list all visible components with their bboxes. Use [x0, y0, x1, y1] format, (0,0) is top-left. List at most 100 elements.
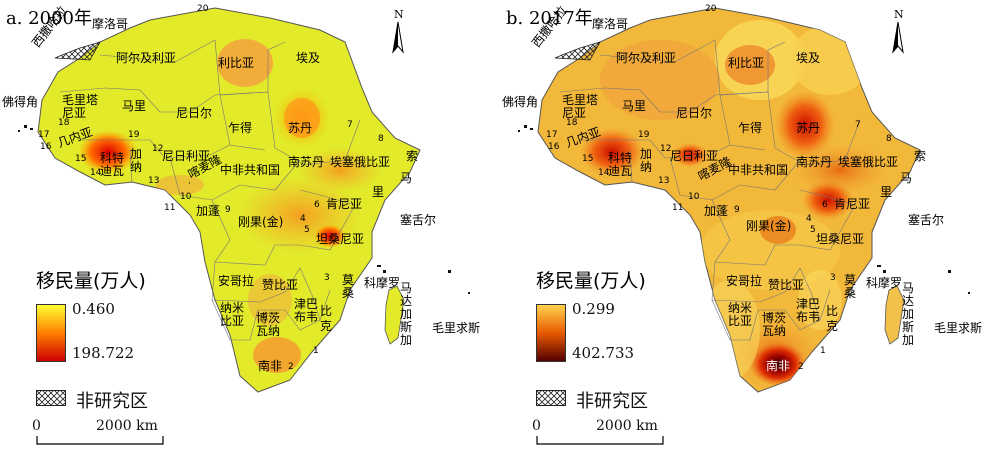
- num-12: 12: [152, 144, 164, 154]
- scale-bar: [536, 436, 664, 445]
- num-2: 2: [288, 362, 294, 372]
- num-3: 3: [324, 273, 330, 283]
- label-sudan: 苏丹: [288, 121, 313, 135]
- num-13: 13: [148, 176, 160, 186]
- map-panel-2017: b. 2017年 N 摩洛哥 西撒哈拉 阿尔及利亚 利比亚 埃及 佛得角 毛里塔…: [500, 0, 1000, 464]
- label-seychelles: 塞舌尔: [908, 213, 945, 227]
- label-south-africa: 南非: [258, 359, 283, 373]
- label-tanzania: 坦桑尼亚: [316, 232, 365, 246]
- label-mali: 马里: [122, 99, 147, 113]
- africa-map-2017: [518, 7, 970, 393]
- label-namibia: 纳米比亚: [728, 301, 753, 328]
- num-6: 6: [314, 200, 320, 210]
- hatch-legend-label: 非研究区: [76, 391, 148, 412]
- scale-zero: 0: [532, 418, 541, 434]
- label-drc: 刚果(金): [238, 215, 284, 229]
- north-arrow-icon: N: [892, 8, 904, 54]
- label-niger: 尼日尔: [676, 106, 713, 120]
- western-sahara-hatch: [54, 41, 101, 61]
- num-19: 19: [638, 130, 650, 140]
- label-comoros: 科摩罗: [364, 276, 401, 290]
- label-south-africa: 南非: [766, 359, 791, 373]
- num-19: 19: [128, 130, 140, 140]
- num-2: 2: [798, 362, 804, 372]
- num-16: 16: [40, 142, 52, 152]
- legend-color-bar: [536, 304, 566, 362]
- num-18: 18: [566, 118, 578, 128]
- label-cote-divoire: 科特迪瓦: [100, 151, 125, 178]
- num-20: 20: [197, 4, 209, 14]
- label-chad: 乍得: [228, 121, 253, 135]
- north-arrow-icon: N: [392, 8, 404, 54]
- label-ma: 马: [400, 171, 413, 185]
- label-ethiopia: 埃塞俄比亚: [838, 155, 899, 169]
- label-bi: 比: [320, 304, 333, 318]
- num-15: 15: [582, 154, 594, 164]
- num-14: 14: [90, 168, 102, 178]
- label-car: 中非共和国: [728, 163, 789, 177]
- num-10: 10: [180, 192, 192, 202]
- scale-bar: [36, 436, 164, 445]
- legend-min-value: 0.299: [572, 300, 615, 318]
- legend-max-value: 198.722: [72, 344, 135, 362]
- label-morocco: 摩洛哥: [92, 17, 129, 31]
- label-sudan: 苏丹: [796, 121, 821, 135]
- label-tanzania: 坦桑尼亚: [816, 232, 865, 246]
- label-ke: 克: [320, 319, 333, 333]
- label-botswana: 博茨瓦纳: [762, 311, 787, 338]
- num-11: 11: [164, 203, 176, 213]
- label-egypt: 埃及: [796, 51, 821, 65]
- legend-max-value: 402.733: [572, 344, 635, 362]
- legend-color-bar: [36, 304, 66, 362]
- label-mozambique: 莫桑: [844, 273, 857, 300]
- label-libya: 利比亚: [218, 56, 255, 70]
- map-panel-2000: · a. 2000年 N 摩洛哥 西撒哈拉 阿尔及利亚 利比亚 埃及 佛得角 毛…: [2, 4, 480, 445]
- label-ghana: 加纳: [640, 147, 653, 174]
- label-mozambique: 莫桑: [342, 273, 355, 300]
- label-morocco: 摩洛哥: [592, 17, 629, 31]
- num-16: 16: [548, 142, 560, 152]
- num-20: 20: [705, 4, 717, 14]
- label-south-sudan: 南苏丹: [288, 155, 325, 169]
- svg-text:·: ·: [188, 179, 191, 189]
- num-4: 4: [806, 214, 812, 224]
- label-seychelles: 塞舌尔: [400, 213, 437, 227]
- label-mauritius: 毛里求斯: [934, 321, 983, 335]
- label-drc: 刚果(金): [746, 219, 792, 233]
- label-nigeria: 尼日利亚: [162, 149, 211, 163]
- num-10: 10: [688, 192, 700, 202]
- hatch-swatch-icon: [536, 390, 566, 406]
- label-ghana: 加纳: [130, 147, 143, 174]
- label-angola: 安哥拉: [726, 274, 763, 288]
- label-libya: 利比亚: [728, 56, 765, 70]
- label-madagascar: 马达加斯加: [902, 281, 915, 347]
- label-chad: 乍得: [738, 121, 763, 135]
- label-kenya: 肯尼亚: [326, 197, 363, 211]
- label-comoros: 科摩罗: [866, 276, 903, 290]
- num-1: 1: [313, 346, 319, 356]
- scale-distance: 2000 km: [96, 418, 158, 434]
- hatch-swatch-icon: [36, 390, 66, 406]
- label-zimbabwe: 津巴布韦: [796, 297, 821, 324]
- label-zimbabwe: 津巴布韦: [294, 297, 319, 324]
- label-nigeria: 尼日利亚: [670, 149, 719, 163]
- num-9: 9: [734, 205, 740, 215]
- num-13: 13: [658, 176, 670, 186]
- label-egypt: 埃及: [296, 51, 321, 65]
- num-4: 4: [300, 214, 306, 224]
- label-kenya: 肯尼亚: [834, 197, 871, 211]
- island-markers: [18, 125, 470, 345]
- label-zambia: 赞比亚: [262, 278, 299, 292]
- num-18: 18: [58, 118, 70, 128]
- num-8: 8: [886, 134, 892, 144]
- label-suo: 索: [914, 149, 927, 163]
- num-3: 3: [830, 273, 836, 283]
- num-17: 17: [38, 130, 50, 140]
- scale-zero: 0: [32, 418, 41, 434]
- label-ma: 马: [900, 171, 913, 185]
- num-6: 6: [822, 200, 828, 210]
- africa-map-2000: ·: [18, 7, 470, 393]
- label-li: 里: [880, 185, 893, 199]
- legend-title: 移民量(万人): [536, 270, 646, 292]
